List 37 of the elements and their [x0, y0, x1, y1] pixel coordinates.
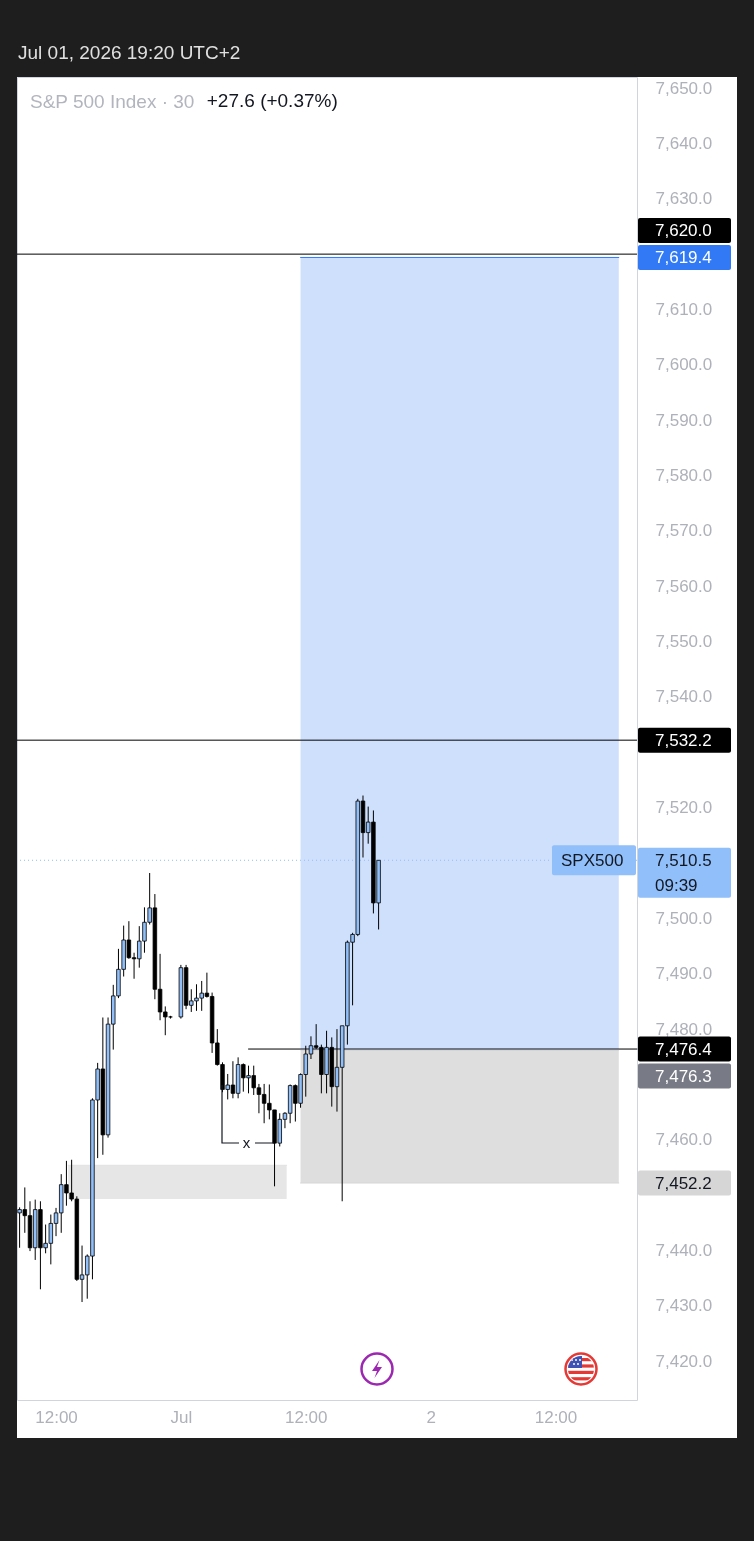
- y-tick-label: 7,430.0: [655, 1296, 713, 1316]
- y-tick-label: 7,440.0: [655, 1241, 713, 1261]
- y-tick-label: 7,610.0: [655, 299, 713, 319]
- x-tick-label: 12:00: [534, 1407, 578, 1427]
- x-tick-label: 12:00: [35, 1407, 78, 1427]
- text: Jul 01, 2026 19:20 UTC+2: [18, 42, 241, 64]
- y-tick-label: 7,480.0: [655, 1019, 713, 1039]
- ref-line-label: 7,532.2: [655, 731, 712, 751]
- y-tick-label: 7,550.0: [655, 632, 713, 652]
- x-tick-label: 12:00: [284, 1407, 328, 1427]
- y-tick-label: 7,560.0: [655, 576, 713, 596]
- y-tick-label: 7,520.0: [655, 798, 713, 818]
- ref-line-label: 7,510.5: [655, 851, 712, 871]
- y-tick-label: 7,540.0: [655, 687, 713, 707]
- annotation: SPX500: [561, 851, 624, 871]
- y-tick-label: 7,500.0: [655, 908, 713, 928]
- y-tick-label: 7,590.0: [655, 410, 713, 430]
- text: 09:39: [655, 876, 698, 896]
- y-tick-label: 7,630.0: [655, 189, 713, 209]
- annotation: +27.6 (+0.37%): [206, 90, 338, 111]
- y-tick-label: 7,640.0: [655, 133, 713, 153]
- y-tick-label: 7,490.0: [655, 964, 713, 984]
- y-tick-label: 7,570.0: [655, 521, 713, 541]
- text: S&P 500 Index · 30: [30, 91, 195, 112]
- y-tick-label: 7,600.0: [655, 355, 713, 375]
- ref-line-label: 7,620.0: [655, 221, 712, 241]
- text: 7,619.4: [655, 248, 712, 268]
- y-tick-label: 7,460.0: [655, 1130, 713, 1150]
- x-tick-label: 2: [426, 1407, 436, 1427]
- annotation: x: [242, 1134, 251, 1152]
- y-tick-label: 7,420.0: [655, 1351, 713, 1371]
- series-label: 7,476.4: [655, 1040, 712, 1060]
- x-tick-label: Jul: [170, 1407, 193, 1427]
- text: 7,452.2: [655, 1174, 712, 1194]
- text: 7,476.3: [655, 1067, 712, 1087]
- y-tick-label: 7,580.0: [655, 466, 713, 486]
- y-tick-label: 7,650.0: [655, 78, 713, 98]
